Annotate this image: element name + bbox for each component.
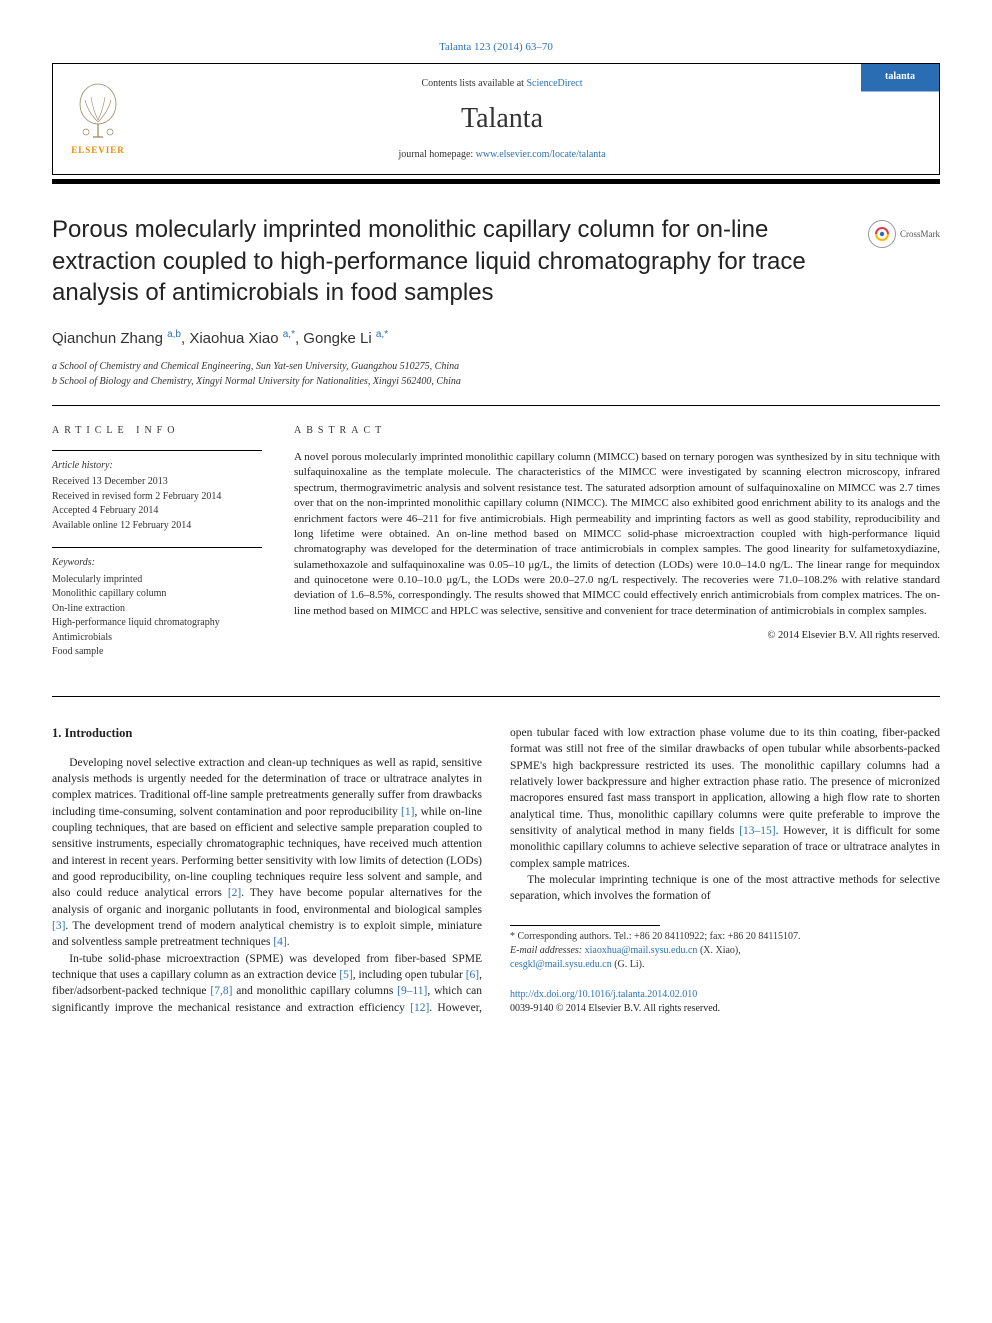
body-paragraph: Developing novel selective extraction an… (52, 755, 482, 951)
keyword-item: Antimicrobials (52, 631, 262, 646)
keyword-item: Monolithic capillary column (52, 587, 262, 602)
history-accepted: Accepted 4 February 2014 (52, 504, 262, 519)
history-label: Article history: (52, 459, 262, 474)
history-received: Received 13 December 2013 (52, 475, 262, 490)
journal-reference: Talanta 123 (2014) 63–70 (52, 40, 940, 55)
citation-link[interactable]: [2] (228, 887, 241, 899)
homepage-prefix: journal homepage: (398, 149, 475, 160)
body-paragraph: The molecular imprinting technique is on… (510, 872, 940, 905)
homepage-link[interactable]: www.elsevier.com/locate/talanta (476, 149, 606, 160)
keyword-item: On-line extraction (52, 602, 262, 617)
doi-block: http://dx.doi.org/10.1016/j.talanta.2014… (510, 988, 940, 1016)
publisher-logo: ELSEVIER (53, 64, 143, 174)
contents-line: Contents lists available at ScienceDirec… (421, 77, 582, 91)
crossmark-badge[interactable]: CrossMark (868, 220, 940, 248)
citation-link[interactable]: [1] (401, 806, 414, 818)
publisher-name: ELSEVIER (71, 144, 125, 157)
homepage-line: journal homepage: www.elsevier.com/locat… (398, 148, 605, 162)
sciencedirect-link[interactable]: ScienceDirect (526, 78, 582, 89)
affiliations: a School of Chemistry and Chemical Engin… (52, 359, 940, 389)
body-text: 1. Introduction Developing novel selecti… (52, 725, 940, 1016)
abstract-copyright: © 2014 Elsevier B.V. All rights reserved… (294, 629, 940, 644)
elsevier-tree-icon (73, 82, 123, 142)
article-history: Article history: Received 13 December 20… (52, 459, 262, 534)
abstract-column: ABSTRACT A novel porous molecularly impr… (294, 424, 940, 674)
cover-title: talanta (861, 70, 939, 84)
keywords-label: Keywords: (52, 556, 262, 571)
history-online: Available online 12 February 2014 (52, 519, 262, 534)
corresponding-author-note: * Corresponding authors. Tel.: +86 20 84… (510, 930, 940, 944)
footnote-rule (510, 925, 660, 926)
article-info-column: ARTICLE INFO Article history: Received 1… (52, 424, 262, 674)
email-line: cesgkl@mail.sysu.edu.cn (G. Li). (510, 958, 940, 972)
header-center: Contents lists available at ScienceDirec… (143, 64, 861, 174)
keywords-block: Keywords: Molecularly imprintedMonolithi… (52, 556, 262, 660)
contents-prefix: Contents lists available at (421, 78, 526, 89)
email-link[interactable]: cesgkl@mail.sysu.edu.cn (510, 959, 612, 970)
citation-link[interactable]: [12] (410, 1002, 429, 1014)
abstract-text: A novel porous molecularly imprinted mon… (294, 450, 940, 619)
doi-link[interactable]: http://dx.doi.org/10.1016/j.talanta.2014… (510, 989, 697, 1000)
authors: Qianchun Zhang a,b, Xiaohua Xiao a,*, Go… (52, 328, 940, 349)
journal-header: ELSEVIER Contents lists available at Sci… (52, 63, 940, 175)
affiliation-a: a School of Chemistry and Chemical Engin… (52, 359, 940, 374)
email-link[interactable]: xiaoxhua@mail.sysu.edu.cn (585, 945, 698, 956)
footnotes: * Corresponding authors. Tel.: +86 20 84… (510, 930, 940, 972)
keyword-item: Molecularly imprinted (52, 573, 262, 588)
citation-link[interactable]: [7,8] (210, 985, 232, 997)
journal-name: Talanta (461, 99, 543, 138)
divider (52, 547, 262, 548)
history-revised: Received in revised form 2 February 2014 (52, 490, 262, 505)
citation-link[interactable]: [13–15] (739, 825, 775, 837)
intro-heading: 1. Introduction (52, 725, 482, 743)
divider (52, 405, 940, 406)
keyword-item: High-performance liquid chromatography (52, 616, 262, 631)
citation-link[interactable]: [9–11] (397, 985, 427, 997)
header-rule (52, 179, 940, 184)
citation-link[interactable]: [3] (52, 920, 65, 932)
journal-cover-thumb: talanta (861, 64, 939, 174)
article-info-label: ARTICLE INFO (52, 424, 262, 438)
crossmark-icon (868, 220, 896, 248)
divider (52, 450, 262, 451)
issn-copyright: 0039-9140 © 2014 Elsevier B.V. All right… (510, 1002, 940, 1016)
email-line: E-mail addresses: xiaoxhua@mail.sysu.edu… (510, 944, 940, 958)
keyword-item: Food sample (52, 645, 262, 660)
affiliation-b: b School of Biology and Chemistry, Xingy… (52, 374, 940, 389)
abstract-label: ABSTRACT (294, 424, 940, 438)
article-title: Porous molecularly imprinted monolithic … (52, 214, 856, 308)
citation-link[interactable]: [5] (339, 969, 352, 981)
citation-link[interactable]: [4] (273, 936, 286, 948)
crossmark-label: CrossMark (900, 228, 940, 241)
citation-link[interactable]: [6] (466, 969, 479, 981)
divider (52, 696, 940, 697)
